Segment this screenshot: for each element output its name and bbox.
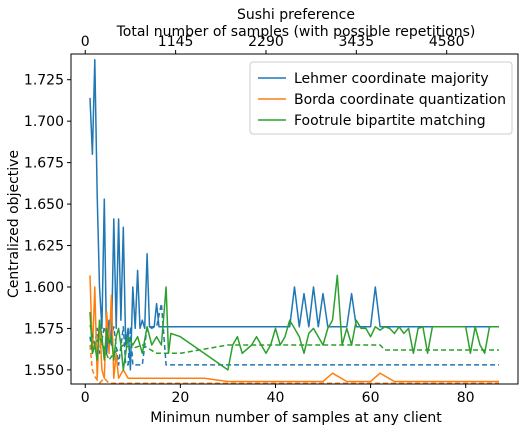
y-tick-label: 1.650: [24, 197, 64, 213]
legend-box: [249, 61, 513, 135]
top-x-tick-label: 4580: [429, 34, 465, 50]
y-tick-label: 1.575: [24, 321, 64, 337]
x-tick-label: 20: [171, 390, 189, 406]
legend-label: Borda coordinate quantization: [294, 92, 506, 108]
y-tick-label: 1.550: [24, 363, 64, 379]
series-line-5: [89, 324, 499, 361]
y-axis-label: Centralized objective: [6, 150, 22, 298]
x-tick-label: 60: [362, 390, 380, 406]
y-tick-label: 1.600: [24, 280, 64, 296]
plot-lines: [89, 59, 499, 384]
axis-ticks: 0 20 40 60 80 1.550 1.575 1.600 1.625 1.650 1.675 1…: [24, 34, 475, 406]
x-tick-label: 0: [81, 390, 90, 406]
x-tick-label: 80: [457, 390, 475, 406]
y-tick-label: 1.675: [24, 156, 64, 172]
series-line-1: [89, 302, 499, 366]
series-line-2: [89, 275, 499, 383]
top-x-tick-label: 1145: [158, 34, 194, 50]
legend: Lehmer coordinate majority Borda coordina…: [249, 61, 513, 135]
x-tick-label: 40: [267, 390, 285, 406]
plot-frame: [70, 53, 519, 385]
legend-label: Footrule bipartite matching: [294, 113, 486, 129]
chart-title: Sushi preference: [237, 7, 355, 23]
x-axis-label: Minimun number of samples at any client: [150, 410, 442, 426]
y-tick-label: 1.725: [24, 73, 64, 89]
top-x-tick-label: 0: [81, 34, 90, 50]
top-x-tick-label: 3435: [338, 34, 374, 50]
y-tick-label: 1.625: [24, 239, 64, 255]
y-tick-label: 1.700: [24, 114, 64, 130]
legend-label: Lehmer coordinate majority: [294, 71, 489, 87]
top-x-tick-label: 2290: [248, 34, 284, 50]
series-line-3: [89, 344, 499, 384]
top-x-axis-label: Total number of samples (with possible r…: [116, 24, 476, 40]
series-line-0: [89, 59, 499, 371]
